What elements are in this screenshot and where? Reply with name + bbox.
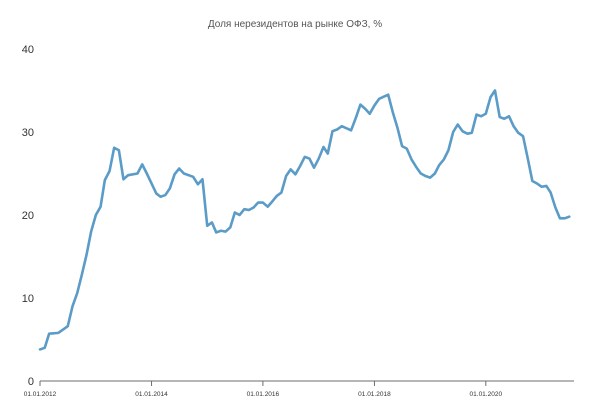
x-tick-label: 01.01.2020: [470, 391, 503, 398]
x-axis: 01.01.2012 01.01.2014 01.01.2016 01.01.2018…: [24, 380, 574, 398]
x-tick-label: 01.01.2018: [358, 391, 391, 398]
chart-title: Доля нерезидентов на рынке ОФЗ, %: [208, 19, 382, 30]
y-tick-label: 10: [22, 293, 34, 305]
series-group: [38, 89, 571, 351]
x-tick-label: 01.01.2016: [247, 391, 280, 398]
y-tick-label: 30: [22, 127, 34, 139]
x-tick-label: 01.01.2012: [24, 391, 57, 398]
series-line: [38, 89, 571, 351]
y-tick-label: 40: [22, 44, 34, 56]
y-axis-ticks: 0 10 20 30 40: [22, 44, 34, 388]
x-tick-label: 01.01.2014: [135, 391, 168, 398]
y-tick-label: 20: [22, 210, 34, 222]
y-tick-label: 0: [28, 376, 34, 388]
